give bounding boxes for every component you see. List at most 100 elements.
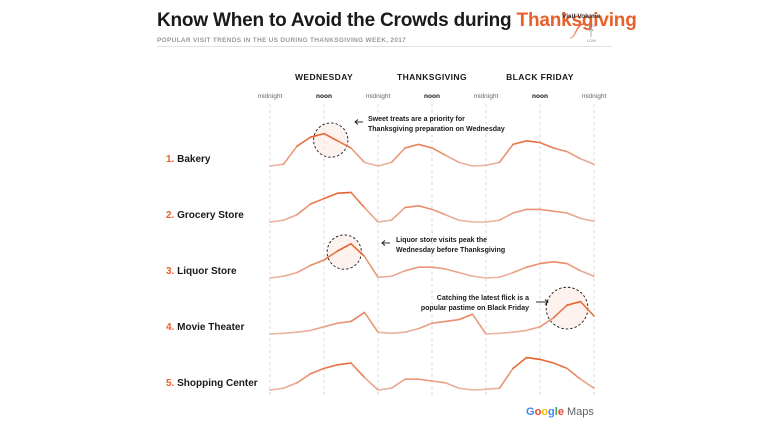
series-segment	[350, 362, 366, 379]
annotation-arrowhead-icon	[544, 299, 549, 305]
series-segment	[377, 161, 393, 167]
series-segment	[539, 316, 555, 328]
series-segment	[309, 197, 325, 205]
row-label: 4. Movie Theater	[166, 322, 244, 333]
series-segment	[363, 161, 379, 167]
series-segment	[512, 356, 528, 370]
series-segment	[539, 260, 555, 265]
series-segment	[404, 266, 420, 272]
series-segment	[377, 275, 393, 279]
time-tick-label: noon	[316, 93, 332, 100]
series-segment	[296, 372, 312, 384]
series-segment	[296, 136, 312, 147]
series-segment	[296, 264, 312, 274]
google-letter: l	[554, 406, 558, 418]
legend-title: Visit Volume	[562, 13, 601, 20]
series-segment	[390, 206, 406, 221]
series-segment	[390, 378, 406, 390]
series-segment	[404, 143, 420, 149]
series-segment	[350, 311, 366, 323]
series-segment	[377, 219, 393, 223]
series-segment	[498, 331, 514, 335]
row-number: 1.	[166, 154, 177, 165]
legend-swatch	[569, 23, 585, 39]
google-letter: o	[541, 406, 549, 418]
series-segment	[417, 143, 433, 149]
row-name: Shopping Center	[177, 378, 258, 389]
series-segment	[525, 356, 541, 361]
series-segment	[282, 145, 298, 165]
series-segment	[336, 362, 352, 366]
series-segment	[323, 192, 339, 200]
series-segment	[579, 269, 595, 278]
row-label: 1. Bakery	[166, 154, 211, 165]
series-segment	[309, 367, 325, 375]
series-segment	[296, 329, 312, 334]
series-segment	[471, 313, 487, 335]
series-segment	[269, 163, 285, 167]
series-segment	[485, 161, 501, 167]
series-segment	[350, 191, 366, 209]
series-lines	[269, 132, 595, 391]
series-segment	[336, 140, 352, 149]
highlight-circle	[326, 234, 362, 270]
google-letter: G	[526, 406, 535, 418]
row-name: Movie Theater	[177, 322, 244, 333]
series-segment	[498, 143, 514, 164]
series-segment	[431, 380, 447, 384]
series-segment	[485, 276, 501, 279]
series-segment	[552, 362, 568, 370]
maps-wordmark: Maps	[567, 406, 594, 418]
row-label: 3. Liquor Store	[166, 266, 237, 277]
series-segment	[525, 140, 541, 144]
series-segment	[431, 208, 447, 216]
title-divider	[157, 46, 612, 47]
series-segment	[458, 161, 474, 167]
day-label: BLACK FRIDAY	[506, 72, 574, 82]
chart-title: Know When to Avoid the Crowds during Tha…	[157, 10, 637, 32]
series-segment	[336, 191, 352, 194]
time-tick-label: midnight	[366, 93, 391, 100]
row-number: 2.	[166, 210, 177, 221]
title-accent: Thanksgiving	[516, 10, 637, 31]
series-segment	[282, 331, 298, 335]
google-maps-logo: Google Maps	[526, 406, 594, 418]
series-segment	[498, 271, 514, 279]
google-letter: o	[534, 406, 542, 418]
row-label: 5. Shopping Center	[166, 378, 258, 389]
google-wordmark: Google	[526, 406, 564, 418]
series-segment	[282, 271, 298, 278]
time-labels: midnight noon midnight noon midnight noon midn…	[258, 93, 607, 100]
time-tick-label: midnight	[258, 93, 283, 100]
series-segment	[336, 320, 352, 325]
annotation-arrowhead-icon	[354, 119, 359, 125]
row-name: Liquor Store	[177, 266, 237, 277]
highlight-circle	[313, 122, 349, 158]
google-letter: e	[557, 406, 564, 418]
series-segment	[309, 132, 325, 138]
series-segment	[579, 378, 595, 390]
series-segment	[512, 329, 528, 334]
series-segment	[471, 388, 487, 391]
day-label: THANKSGIVING	[397, 72, 467, 82]
title-main: Know When to Avoid the Crowds during	[157, 10, 517, 31]
series-segment	[323, 132, 339, 142]
series-segment	[458, 313, 474, 321]
series-segment	[417, 205, 433, 211]
series-segment	[269, 387, 285, 391]
series-segment	[444, 268, 460, 274]
series-segment	[444, 381, 460, 390]
google-letter: g	[548, 406, 555, 418]
series-segment	[512, 208, 528, 214]
series-segment	[363, 206, 379, 223]
day-label: WEDNESDAY	[295, 72, 353, 82]
row-name: Bakery	[177, 154, 211, 165]
annotation-text: Sweet treats are a priority for	[368, 116, 465, 123]
series-segment	[485, 387, 501, 391]
series-segment	[336, 243, 352, 252]
annotation-arrowhead-icon	[381, 240, 386, 246]
series-segment	[404, 327, 420, 334]
series-segment	[309, 259, 325, 267]
series-segment	[444, 214, 460, 221]
